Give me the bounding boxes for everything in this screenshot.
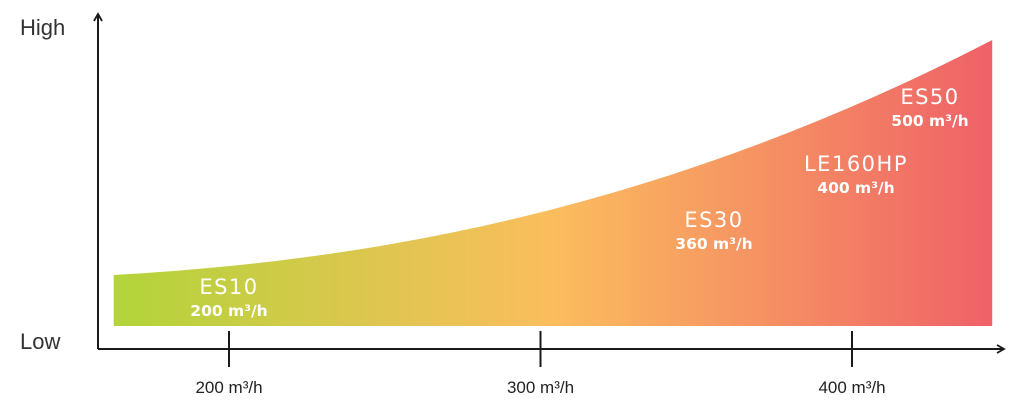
model-label-es30: ES30 360 m³/h: [675, 208, 752, 253]
model-name-le160hp: LE160HP: [804, 152, 908, 176]
y-axis-high-label: High: [20, 15, 65, 40]
model-name-es30: ES30: [684, 208, 743, 232]
y-axis-low-label: Low: [20, 329, 60, 354]
x-tick-label-300: 300 m³/h: [507, 378, 574, 397]
model-flow-es50: 500 m³/h: [891, 112, 968, 130]
x-tick-label-400: 400 m³/h: [818, 378, 885, 397]
model-label-le160hp: LE160HP 400 m³/h: [804, 152, 908, 197]
model-flow-es10: 200 m³/h: [190, 302, 267, 320]
model-name-es10: ES10: [199, 275, 258, 299]
model-label-es10: ES10 200 m³/h: [190, 275, 267, 320]
model-flow-le160hp: 400 m³/h: [817, 179, 894, 197]
model-name-es50: ES50: [900, 85, 959, 109]
performance-area: [113, 40, 993, 326]
x-tick-label-200: 200 m³/h: [195, 378, 262, 397]
model-flow-es30: 360 m³/h: [675, 235, 752, 253]
model-label-es50: ES50 500 m³/h: [891, 85, 968, 130]
